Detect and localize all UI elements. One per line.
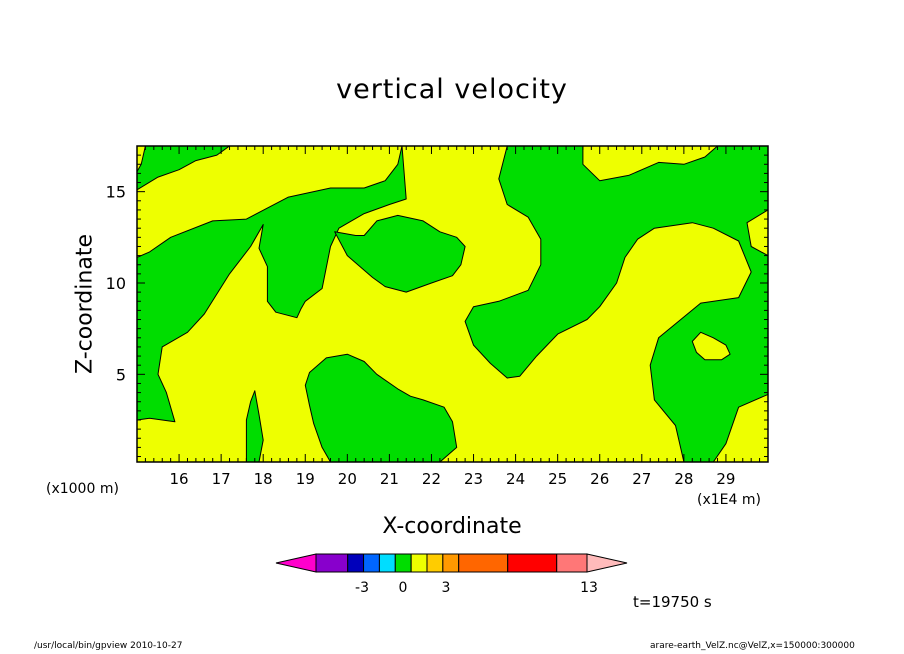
x-tick-label: 27	[632, 470, 651, 488]
contour-region-mid-right	[464, 146, 768, 462]
colorbar: -3 0 3 13	[275, 553, 628, 596]
x-tick-label: 20	[338, 470, 357, 488]
x-tick-label: 23	[464, 470, 483, 488]
colorbar-arrow-high	[586, 553, 628, 573]
colorbar-tick-label: -3	[355, 580, 369, 596]
colorbar-segment	[315, 553, 349, 573]
footer-source: arare-earth_VelZ.nc@VelZ,x=150000:300000	[650, 641, 855, 651]
contour-region-left-edge	[137, 146, 407, 423]
colorbar-segment	[556, 553, 588, 573]
contour-region-center-bulge	[334, 214, 466, 293]
y-axis-label: Z-coordinate	[72, 234, 98, 374]
x-tick-label: 26	[590, 470, 609, 488]
x-tick-label: 21	[380, 470, 399, 488]
contour-region-yellow-hole-right	[691, 331, 731, 361]
x-axis: 16 17 18 19 20 21 22 23 24 25 26 27 28 29	[136, 146, 769, 488]
x-tick-label: 25	[548, 470, 567, 488]
colorbar-segment	[363, 553, 380, 573]
x-axis-label: X-coordinate	[382, 514, 522, 539]
x-tick-label: 22	[422, 470, 441, 488]
x-unit-label: (x1E4 m)	[697, 492, 761, 508]
x-tick-label: 28	[674, 470, 693, 488]
colorbar-segment	[378, 553, 396, 573]
plot-area	[136, 145, 769, 463]
colorbar-segment	[458, 553, 509, 573]
colorbar-segment	[507, 553, 558, 573]
y-tick-label: 15	[106, 183, 126, 202]
colorbar-segment	[442, 553, 460, 573]
colorbar-arrow-low	[275, 553, 317, 573]
contour-region-bottom-lobe	[304, 353, 458, 462]
colorbar-segment	[347, 553, 365, 573]
y-tick-label: 5	[116, 365, 126, 384]
y-unit-label: (x1000 m)	[46, 481, 119, 497]
x-tick-label: 19	[296, 470, 315, 488]
footer-command: /usr/local/bin/gpview 2010-10-27	[34, 641, 183, 651]
y-axis: 5 10 15	[106, 145, 768, 458]
contour-region-bottom-spike	[245, 390, 264, 462]
x-tick-label: 18	[254, 470, 273, 488]
colorbar-tick-label: 0	[399, 580, 408, 596]
y-tick-label: 10	[106, 274, 126, 293]
colorbar-tick-label: 13	[580, 580, 598, 596]
colorbar-tick-label: 3	[442, 580, 451, 596]
colorbar-segment	[410, 553, 428, 573]
plot-frame	[136, 145, 769, 463]
colorbar-segment	[394, 553, 412, 573]
x-tick-label: 29	[716, 470, 735, 488]
x-tick-label: 16	[170, 470, 189, 488]
chart-title: vertical velocity	[336, 74, 568, 105]
time-label: t=19750 s	[633, 593, 712, 611]
colorbar-segment	[426, 553, 444, 573]
x-tick-label: 17	[212, 470, 231, 488]
x-tick-label: 24	[506, 470, 525, 488]
